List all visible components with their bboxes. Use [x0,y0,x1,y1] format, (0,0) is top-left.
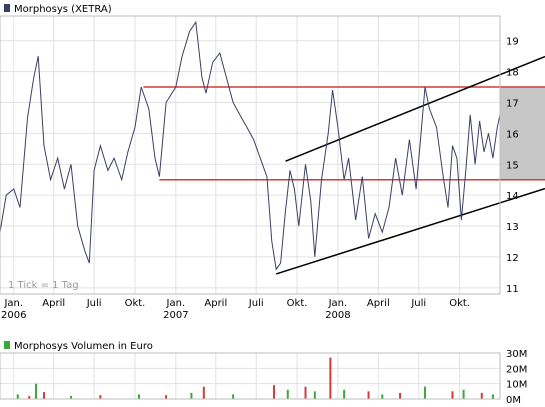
price-x-tick-label: Jan. [166,298,186,309]
price-y-tick-label: 19 [506,37,519,48]
volume-bar [304,386,307,399]
price-y-tick-label: 13 [506,222,519,233]
volume-bar [462,389,465,399]
price-y-axis: 11 12 13 14 15 16 17 18 19 [506,37,519,295]
volume-bar [232,394,235,399]
price-y-tick-label: 11 [506,284,519,295]
price-x-tick-label: Jan. [3,298,23,309]
price-plot-frame [0,15,501,295]
volume-bar [367,391,370,399]
price-x-tick-label: Jan. [328,298,348,309]
volume-bar [34,383,37,399]
price-legend-label: Morphosys (XETRA) [14,4,112,15]
volume-bar [343,389,346,399]
price-y-tick-label: 12 [506,253,519,264]
volume-bar [399,392,402,399]
price-series [0,20,501,271]
volume-bar [70,395,73,399]
volume-plot-frame [0,352,501,400]
volume-bar [42,392,45,399]
price-x-tick-label: Juli [410,298,426,309]
volume-bar [28,395,31,399]
price-grid [0,16,500,294]
price-x-tick-label: April [367,298,390,309]
price-y-tick-label: 15 [506,160,519,171]
price-shade-rect [500,87,545,180]
price-y-tick-label: 14 [506,191,519,202]
volume-bar [99,395,102,399]
volume-y-tick-label: 0M [506,395,521,406]
volume-bar [137,394,140,399]
volume-bar [313,391,316,399]
price-y-tick-label: 18 [506,68,519,79]
volume-bar [381,394,384,399]
volume-legend-label: Morphosys Volumen in Euro [14,341,153,352]
volume-bar [16,394,19,399]
channel-line [275,187,545,275]
volume-bars [16,357,494,399]
price-x-tick-label: Okt. [125,298,146,309]
price-y-tick-label: 16 [506,129,519,140]
price-x-tick-label: Juli [86,298,102,309]
volume-y-tick-label: 30M [506,349,527,360]
volume-bar [491,394,494,399]
volume-bar [451,391,454,399]
price-x-year-label: 2006 [1,310,26,321]
volume-bar [190,392,193,399]
volume-y-axis: 0M 10M 20M 30M [506,349,527,406]
volume-bar [480,392,483,399]
volume-bar [272,385,275,399]
tick-note: 1 Tick = 1 Tag [8,280,79,291]
volume-bar [165,395,168,399]
volume-y-tick-label: 20M [506,364,527,375]
price-x-year-label: 2007 [163,310,188,321]
price-legend-swatch [4,4,10,12]
price-x-tick-label: Juli [248,298,264,309]
price-shade-band [500,87,545,180]
volume-y-tick-label: 10M [506,380,527,391]
volume-bar [329,357,332,399]
volume-legend-swatch [4,341,10,349]
price-x-tick-label: April [42,298,65,309]
price-y-tick-label: 17 [506,98,519,109]
price-x-tick-label: Okt. [287,298,308,309]
price-line [0,20,501,271]
volume-bar [423,386,426,399]
price-x-tick-label: Okt. [449,298,470,309]
volume-bar [202,386,205,399]
volume-bar [286,389,289,399]
price-x-year-label: 2008 [325,310,350,321]
price-x-tick-label: April [204,298,227,309]
channel-line [285,55,545,162]
resistance-lines [143,86,545,181]
